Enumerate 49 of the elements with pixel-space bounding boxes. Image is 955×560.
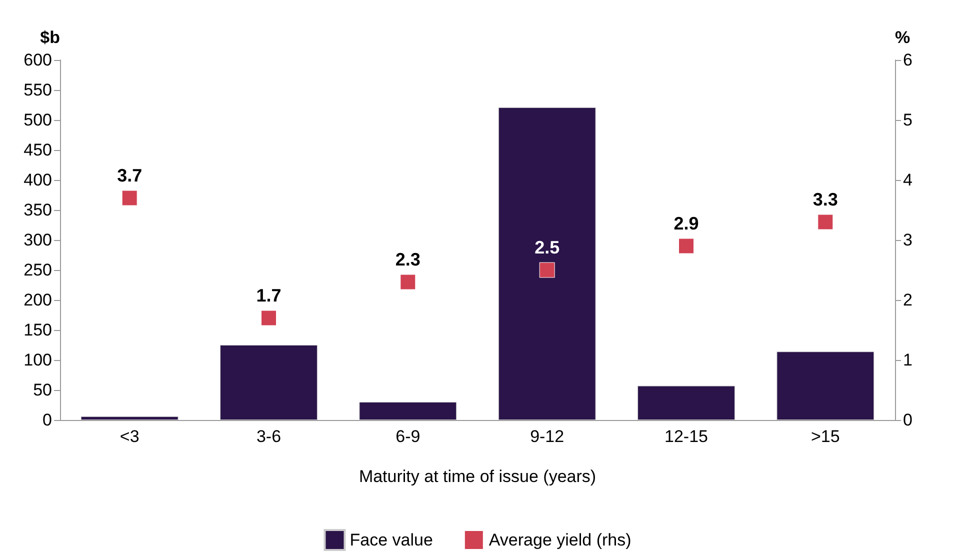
- x-tick-label: 3-6: [256, 427, 282, 446]
- y-tick-label: 300: [24, 230, 52, 250]
- y-tick-label: 150: [24, 320, 52, 340]
- data-label: 3.3: [812, 189, 838, 210]
- y-tick-label: 550: [24, 80, 52, 100]
- x-tick-label: >15: [810, 427, 840, 446]
- y-tick-label: 400: [24, 170, 52, 190]
- bar: [220, 345, 318, 420]
- data-label: 1.7: [256, 285, 282, 306]
- x-axis-title: Maturity at time of issue (years): [358, 467, 596, 486]
- bar: [776, 352, 874, 420]
- data-label: 2.5: [534, 237, 560, 258]
- point: [400, 274, 416, 290]
- bar: [498, 107, 596, 420]
- point: [539, 262, 555, 278]
- y2-tick-label: 1: [903, 350, 912, 370]
- y-tick-label: 500: [24, 110, 52, 130]
- y2-tick-label: 3: [903, 230, 912, 250]
- bar: [638, 386, 735, 420]
- y2-tick-label: 2: [903, 290, 912, 310]
- x-tick-label: 12-15: [664, 427, 708, 446]
- legend-label: Face value: [350, 530, 433, 550]
- x-tick-label: 6-9: [396, 427, 420, 446]
- bar: [80, 416, 178, 420]
- bar: [359, 402, 457, 420]
- point: [818, 214, 834, 230]
- y-tick-label: 350: [24, 200, 52, 220]
- y-tick-label: 200: [24, 290, 52, 310]
- data-label: 2.9: [674, 213, 699, 234]
- y-axis-title: $b: [40, 28, 60, 47]
- legend-label: Average yield (rhs): [488, 530, 632, 550]
- point: [678, 238, 694, 254]
- y-tick-label: 50: [33, 380, 52, 400]
- y-tick-label: 250: [24, 260, 52, 280]
- y2-tick-label: 6: [903, 50, 912, 70]
- y2-tick-label: 5: [903, 110, 912, 130]
- y-tick-label: 100: [24, 350, 52, 370]
- y-tick-label: 0: [42, 410, 52, 430]
- y2-axis-title: %: [895, 28, 910, 47]
- y-tick-label: 600: [24, 50, 52, 70]
- x-tick-label: 9-12: [530, 427, 564, 446]
- x-tick-label: <3: [120, 427, 140, 446]
- data-label: 3.7: [117, 165, 142, 186]
- y2-tick-label: 0: [903, 410, 912, 430]
- y2-tick-label: 4: [903, 170, 912, 190]
- point: [122, 190, 138, 206]
- y-tick-label: 450: [24, 140, 52, 160]
- point: [261, 310, 276, 326]
- data-label: 2.3: [395, 249, 420, 270]
